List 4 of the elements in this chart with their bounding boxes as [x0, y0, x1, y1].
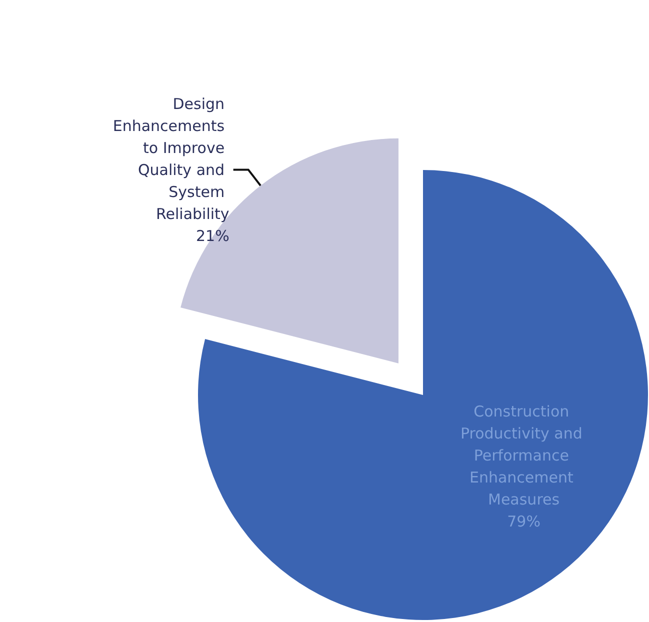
data-label: 21% — [196, 226, 230, 245]
slice-label: Construction Productivity and Performance Enhancement Measures — [460, 402, 588, 508]
slice-label: Design Enhancements to Improve Quality and System Reliability — [112, 94, 230, 223]
data-label: 79% — [507, 512, 540, 530]
